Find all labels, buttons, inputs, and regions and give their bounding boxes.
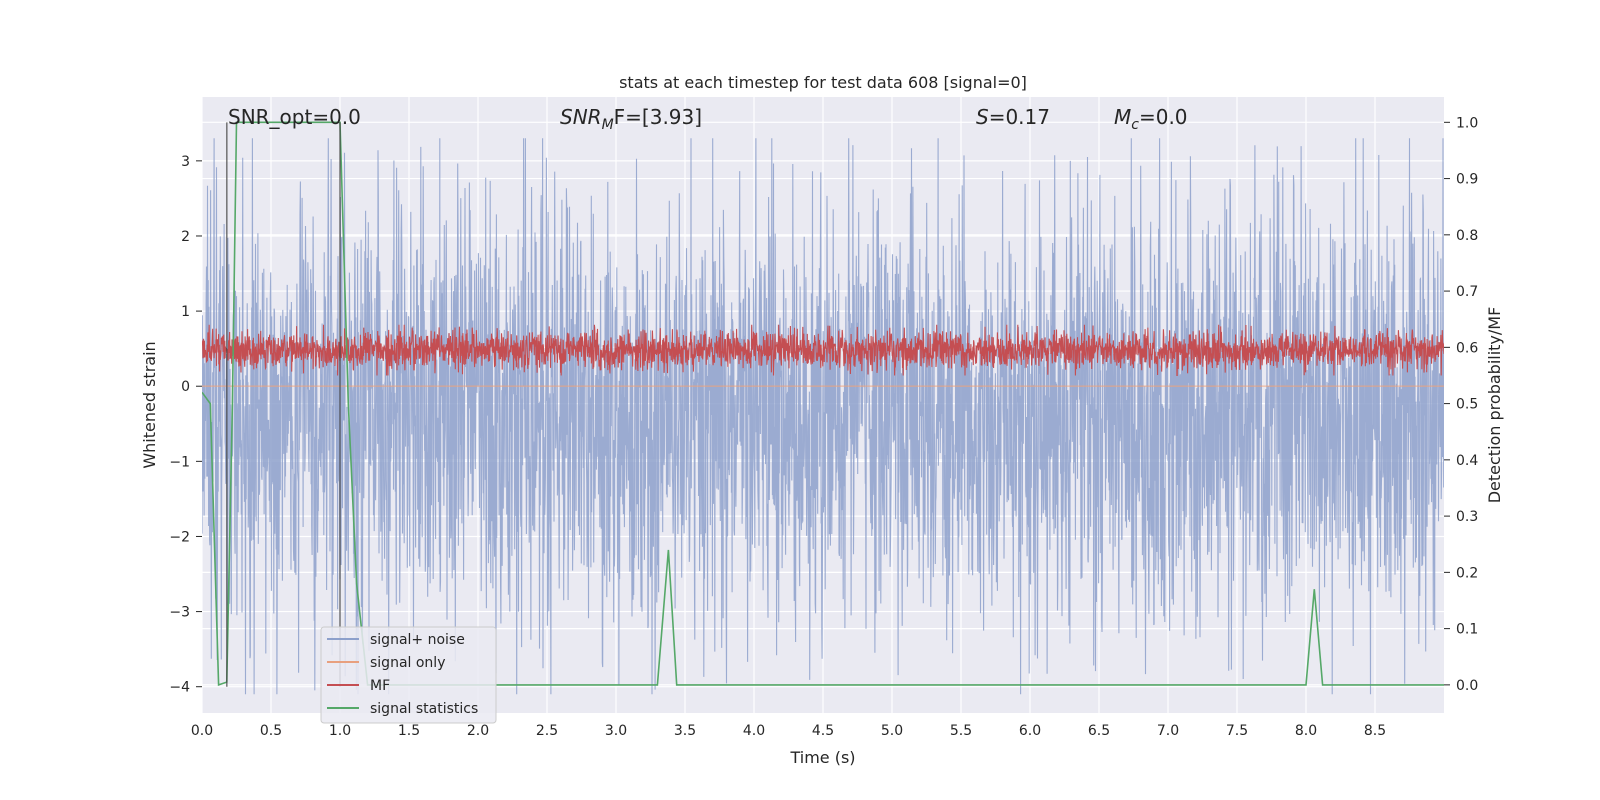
series-layer [202, 121, 1444, 695]
x-axis-label: Time (s) [789, 748, 855, 767]
annotation-mc: Mc=0.0 [1114, 105, 1188, 133]
y-right-tick-label: 0.9 [1456, 172, 1478, 188]
y-tick-label: −3 [169, 605, 190, 621]
x-tick-label: 4.5 [812, 723, 834, 739]
x-tick-label: 8.5 [1364, 723, 1386, 739]
annotation-snr-mf-subscript: M [602, 117, 614, 133]
x-tick-label: 1.5 [398, 723, 420, 739]
annotation-s: S=0.17 [976, 105, 1050, 129]
x-tick-label: 6.5 [1088, 723, 1110, 739]
y-right-tick-label: 0.0 [1456, 678, 1478, 694]
annotation-mc-subscript: c [1131, 117, 1139, 133]
annotation-snr-mf-value: F=[3.93] [614, 105, 702, 129]
annotation-mc-symbol: M [1114, 105, 1131, 129]
x-tick-label: 5.5 [950, 723, 972, 739]
y-right-tick-label: 0.6 [1456, 340, 1478, 356]
annotation-snr-mf: SNRMF=[3.93] [560, 105, 702, 133]
y-right-tick-label: 0.5 [1456, 397, 1478, 413]
legend-label-mf: MF [370, 678, 390, 694]
y-right-tick-label: 0.4 [1456, 453, 1478, 469]
series-line-2 [202, 324, 1444, 377]
annotation-s-value: =0.17 [989, 105, 1050, 129]
y-right-tick-label: 0.7 [1456, 284, 1478, 300]
y-tick-label: 0 [181, 379, 190, 395]
y-axis-ticks: 3 2 1 0 −1 −2 −3 −4 [169, 154, 202, 696]
y-tick-label: −1 [169, 454, 190, 470]
annotation-s-symbol: S [976, 105, 989, 129]
y-right-axis-ticks: 1.0 0.9 0.8 0.7 0.6 0.5 0.4 0.3 0.2 0.1 0.0 [1444, 115, 1478, 694]
legend-label-signal-only: signal only [370, 655, 445, 671]
x-tick-label: 4.0 [743, 723, 765, 739]
x-tick-label: 5.0 [881, 723, 903, 739]
x-tick-label: 0.0 [191, 723, 213, 739]
y-right-tick-label: 0.8 [1456, 228, 1478, 244]
y-right-axis-label: Detection probability/MF [1485, 307, 1504, 504]
vertical-markers [226, 122, 341, 687]
x-tick-label: 2.0 [467, 723, 489, 739]
x-tick-label: 2.5 [536, 723, 558, 739]
series-line-3 [202, 121, 1444, 687]
legend-label-signal-noise: signal+ noise [370, 632, 465, 648]
y-tick-label: 3 [181, 154, 190, 170]
annotation-mc-value: =0.0 [1139, 105, 1188, 129]
annotation-snr-opt: SNR_opt=0.0 [228, 105, 361, 129]
y-right-tick-label: 0.1 [1456, 622, 1478, 638]
y-tick-label: −4 [169, 680, 190, 696]
legend: signal+ noise signal only MF signal stat… [320, 626, 497, 724]
y-tick-label: 1 [181, 304, 190, 320]
x-tick-label: 7.0 [1157, 723, 1179, 739]
annotation-snr-mf-symbol: SNR [560, 105, 602, 129]
x-tick-label: 3.5 [674, 723, 696, 739]
legend-box [320, 626, 497, 724]
legend-label-signal-statistics: signal statistics [370, 701, 478, 717]
y-right-tick-label: 0.3 [1456, 509, 1478, 525]
x-tick-label: 7.5 [1226, 723, 1248, 739]
x-tick-label: 0.5 [260, 723, 282, 739]
y-axis-label: Whitened strain [140, 341, 159, 468]
y-tick-label: 2 [181, 229, 190, 245]
y-right-tick-label: 0.2 [1456, 565, 1478, 581]
x-tick-label: 3.0 [605, 723, 627, 739]
x-tick-label: 8.0 [1295, 723, 1317, 739]
y-right-tick-label: 1.0 [1456, 115, 1478, 131]
x-tick-label: 1.0 [329, 723, 351, 739]
y-tick-label: −2 [169, 529, 190, 545]
x-tick-label: 6.0 [1019, 723, 1041, 739]
x-axis-ticks: 0.0 0.5 1.0 1.5 2.0 2.5 3.0 3.5 4.0 4.5 5.0 5.5 6.0 6… [191, 723, 1386, 739]
chart-title: stats at each timestep for test data 608… [619, 73, 1027, 92]
